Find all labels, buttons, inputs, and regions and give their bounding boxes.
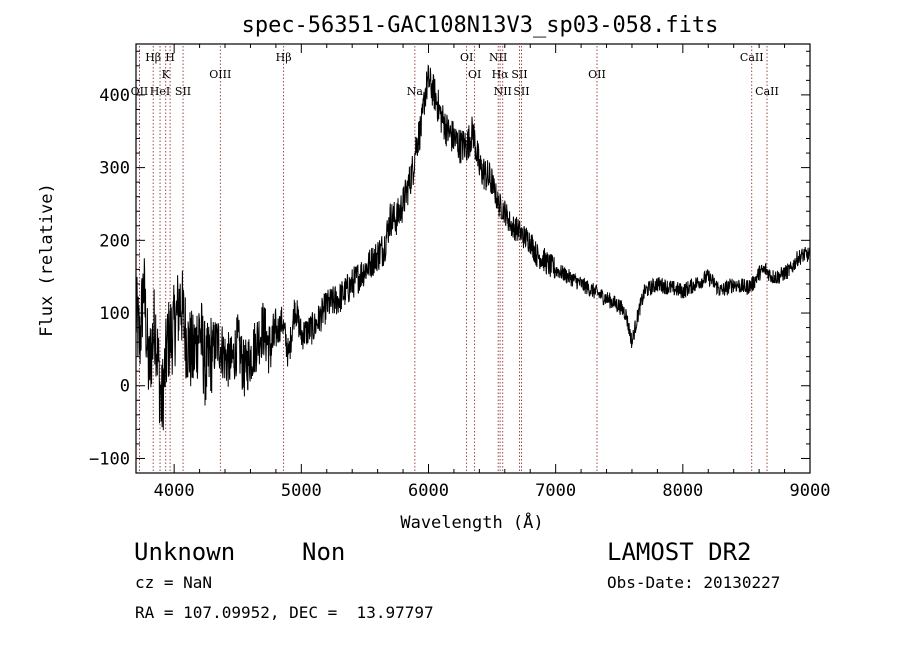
x-tick-label: 5000	[281, 481, 322, 501]
survey-name: LAMOST DR2	[607, 538, 752, 566]
line-label: OII	[588, 68, 606, 81]
line-label: OIII	[209, 68, 231, 81]
chart-title: spec-56351-GAC108N13V3_sp03-058.fits	[242, 13, 719, 38]
x-tick-label: 8000	[662, 481, 703, 501]
redshift-cz: cz = NaN	[135, 573, 213, 592]
y-axis-ticks: −100 0 100 200 300 400	[89, 50, 810, 469]
x-tick-label: 7000	[535, 481, 576, 501]
plot-frame	[135, 43, 811, 474]
x-axis-label: Wavelength (Å)	[400, 511, 543, 533]
x-axis-ticks: 4000 5000 6000 7000 8000 9000	[154, 44, 831, 501]
spectrum-line	[135, 64, 811, 431]
line-label: OI	[460, 51, 473, 64]
y-tick-label: −100	[89, 449, 130, 469]
y-tick-label: 300	[99, 159, 130, 179]
line-label: CaII	[755, 85, 779, 98]
line-label: SII	[511, 68, 527, 81]
line-label: Hβ	[276, 51, 292, 64]
line-label: SII	[513, 85, 529, 98]
object-subclass: Non	[302, 538, 346, 566]
line-label: NII	[494, 85, 512, 98]
line-label: Hα	[492, 68, 510, 81]
line-label: K	[162, 68, 171, 81]
x-tick-label: 6000	[408, 481, 449, 501]
line-label: HeI	[150, 85, 170, 98]
line-label: SII	[175, 85, 191, 98]
line-label: Hβ	[145, 51, 161, 64]
object-class: Unknown	[134, 538, 236, 566]
y-tick-label: 400	[99, 86, 130, 106]
y-tick-label: 100	[99, 304, 130, 324]
line-label: OI	[468, 68, 481, 81]
line-label: NII	[489, 51, 507, 64]
coordinates: RA = 107.09952, DEC = 13.97797	[135, 603, 434, 622]
y-tick-label: 200	[99, 231, 130, 251]
line-label: OII	[131, 85, 149, 98]
y-axis-label: Flux (relative)	[37, 183, 57, 337]
x-tick-label: 9000	[790, 481, 831, 501]
x-tick-label: 4000	[154, 481, 195, 501]
spectrum-chart: spec-56351-GAC108N13V3_sp03-058.fits Hβ H…	[37, 13, 831, 533]
observation-date: Obs-Date: 20130227	[607, 573, 781, 592]
line-label: Na	[407, 85, 424, 98]
line-label: H	[165, 51, 175, 64]
line-label: CaII	[740, 51, 764, 64]
y-tick-label: 0	[120, 377, 130, 397]
